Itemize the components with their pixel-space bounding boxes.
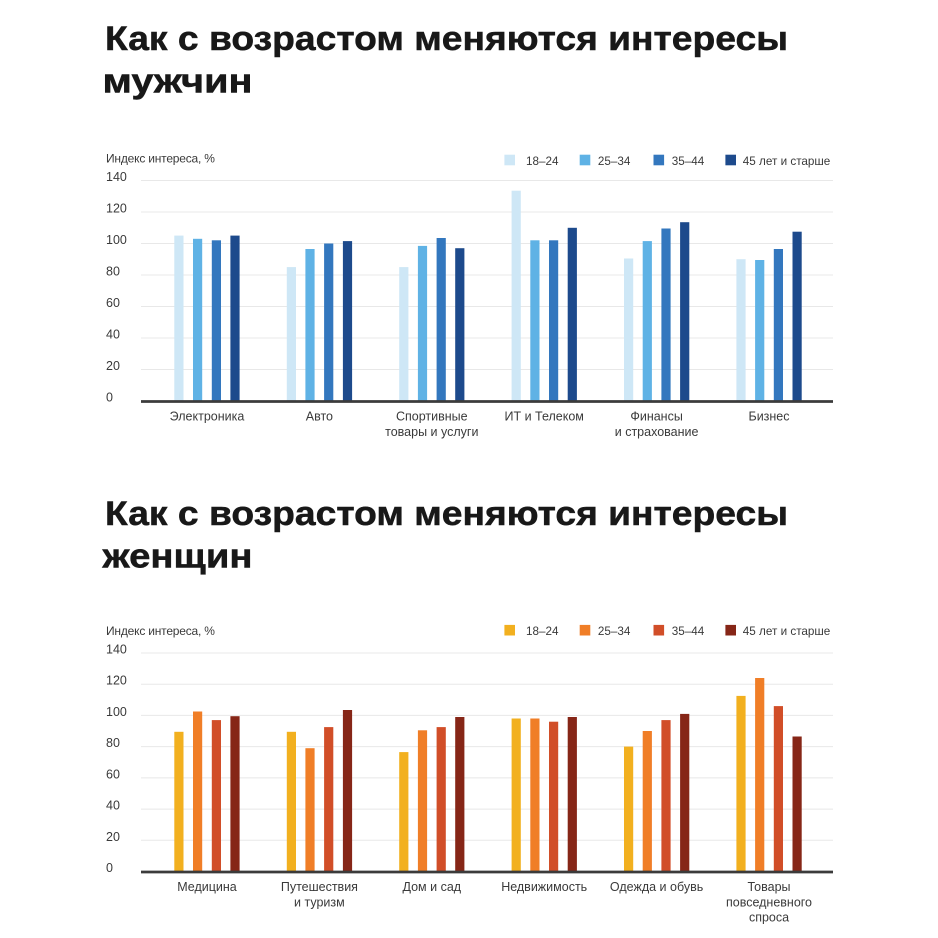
svg-text:Авто: Авто	[306, 410, 333, 424]
svg-text:80: 80	[106, 265, 120, 279]
svg-text:140: 140	[106, 643, 127, 657]
svg-text:20: 20	[106, 359, 120, 373]
svg-text:Дом и сад: Дом и сад	[403, 880, 462, 894]
svg-text:18–24: 18–24	[526, 625, 559, 638]
svg-text:и туризм: и туризм	[294, 895, 345, 909]
svg-text:и страхование: и страхование	[615, 425, 699, 439]
svg-text:35–44: 35–44	[672, 625, 705, 638]
svg-text:Как с возрастом меняются интер: Как с возрастом меняются интересы	[105, 495, 788, 533]
svg-text:0: 0	[106, 861, 113, 875]
svg-text:20: 20	[106, 830, 120, 844]
svg-text:35–44: 35–44	[672, 155, 705, 168]
svg-text:25–34: 25–34	[598, 625, 631, 638]
svg-text:Одежда и обувь: Одежда и обувь	[610, 880, 703, 894]
svg-text:Электроника: Электроника	[170, 410, 245, 424]
svg-text:Индекс интереса, %: Индекс интереса, %	[106, 624, 215, 638]
svg-text:60: 60	[106, 767, 120, 781]
svg-text:120: 120	[106, 202, 127, 216]
svg-text:100: 100	[106, 705, 127, 719]
svg-text:Финансы: Финансы	[630, 410, 682, 424]
svg-text:Товары: Товары	[748, 880, 791, 894]
svg-text:Индекс интереса, %: Индекс интереса, %	[106, 152, 215, 166]
svg-text:Бизнес: Бизнес	[748, 410, 789, 424]
svg-text:45 лет и старше: 45 лет и старше	[743, 155, 831, 168]
svg-text:0: 0	[106, 391, 113, 405]
svg-text:мужчин: мужчин	[103, 63, 253, 101]
svg-text:40: 40	[106, 799, 120, 813]
svg-text:120: 120	[106, 674, 127, 688]
svg-text:повседневного: повседневного	[726, 895, 812, 909]
svg-text:25–34: 25–34	[598, 155, 631, 168]
svg-text:спроса: спроса	[749, 911, 789, 925]
svg-text:45 лет и старше: 45 лет и старше	[743, 625, 831, 638]
svg-text:женщин: женщин	[101, 538, 252, 576]
svg-text:140: 140	[106, 170, 127, 184]
svg-text:80: 80	[106, 736, 120, 750]
svg-text:Путешествия: Путешествия	[281, 880, 358, 894]
svg-text:Недвижимость: Недвижимость	[501, 880, 587, 894]
svg-text:18–24: 18–24	[526, 155, 559, 168]
svg-text:100: 100	[106, 233, 127, 247]
svg-text:Спортивные: Спортивные	[396, 410, 468, 424]
svg-text:ИТ и Телеком: ИТ и Телеком	[504, 410, 583, 424]
svg-text:Медицина: Медицина	[177, 880, 237, 894]
svg-text:40: 40	[106, 328, 120, 342]
svg-text:товары и услуги: товары и услуги	[385, 425, 478, 439]
svg-text:60: 60	[106, 296, 120, 310]
svg-text:Как с возрастом меняются интер: Как с возрастом меняются интересы	[105, 20, 788, 58]
